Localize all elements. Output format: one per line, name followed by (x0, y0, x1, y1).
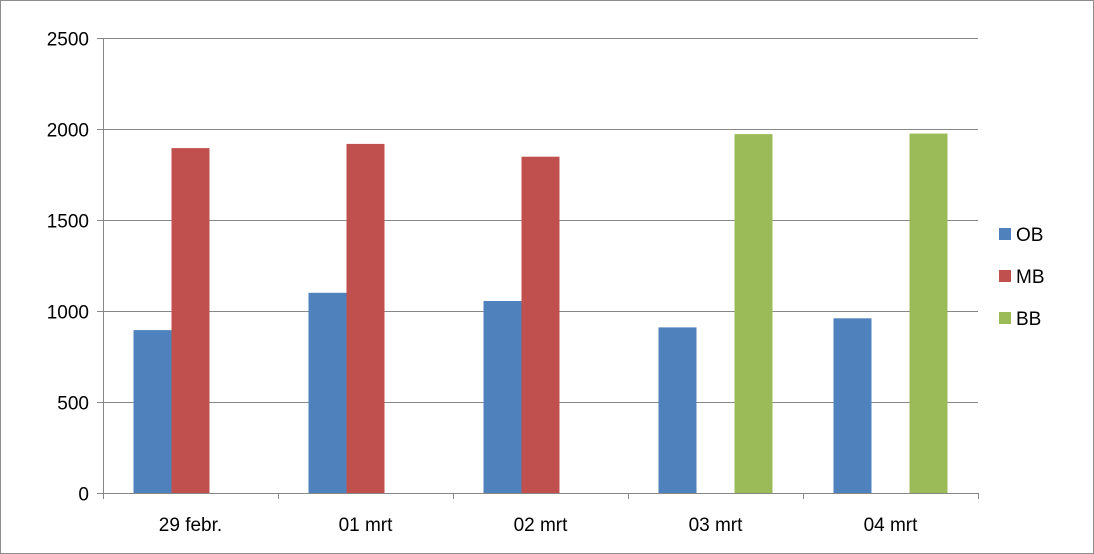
bar-ob-3 (658, 327, 697, 493)
y-tick-label: 1000 (47, 303, 89, 324)
legend-swatch-mb (999, 270, 1011, 282)
bar-mb-1 (346, 143, 385, 493)
bar-ob-4 (833, 318, 872, 493)
y-tick-labels: 0 500 1000 1500 2000 2500 (47, 30, 89, 506)
legend-swatch-bb (999, 312, 1011, 324)
bar-bb-4 (909, 133, 948, 493)
y-tick-label: 1500 (47, 212, 89, 233)
x-tick-label: 01 mrt (339, 515, 394, 536)
y-tick-label: 2500 (47, 30, 89, 51)
legend-label-bb: BB (1016, 309, 1041, 330)
y-tick-label: 0 (78, 485, 89, 506)
x-tick-labels: 29 febr. 01 mrt 02 mrt 03 mrt 04 mrt (159, 515, 918, 536)
legend-label-ob: OB (1016, 225, 1043, 246)
bar-ob-1 (308, 292, 347, 493)
legend-label-mb: MB (1016, 267, 1045, 288)
bar-bb-3 (734, 134, 773, 493)
x-tick-label: 04 mrt (864, 515, 919, 536)
bar-ob-2 (483, 301, 522, 493)
bar-mb-0 (171, 148, 210, 493)
y-tick-label: 500 (57, 394, 89, 415)
y-tick-label: 2000 (47, 121, 89, 142)
legend: OB MB BB (999, 225, 1045, 330)
bar-ob-0 (133, 330, 172, 493)
bars (133, 133, 948, 493)
axes (97, 38, 979, 499)
x-tick-label: 29 febr. (159, 515, 222, 536)
x-tick-label: 02 mrt (514, 515, 569, 536)
x-tick-label: 03 mrt (689, 515, 744, 536)
bar-mb-2 (521, 156, 560, 493)
legend-swatch-ob (999, 228, 1011, 240)
